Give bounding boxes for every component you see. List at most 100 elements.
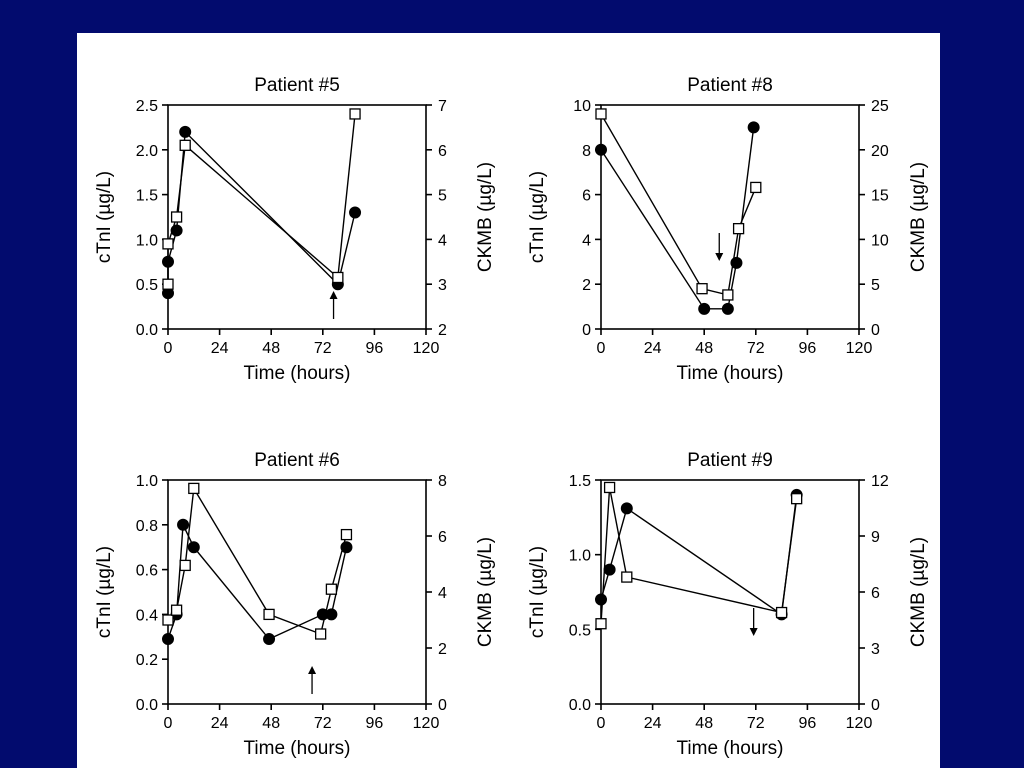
x-tick-label: 72 — [747, 340, 765, 357]
data-point-open — [349, 108, 361, 120]
data-point-open — [314, 628, 327, 640]
data-point-open — [188, 482, 200, 495]
data-point-filled — [595, 143, 607, 156]
y-tick-label: 0.4 — [136, 607, 158, 624]
y-tick-label: 1.0 — [569, 548, 591, 565]
y-axis-label: cTnI (µg/L) — [94, 546, 115, 638]
y-tick-label: 1.5 — [136, 188, 158, 205]
y-tick-label: 6 — [582, 188, 591, 205]
x-tick-label: 24 — [211, 340, 229, 357]
x-tick-label: 0 — [597, 715, 606, 732]
x-tick-label: 72 — [747, 715, 765, 732]
x-tick-label: 96 — [366, 715, 384, 732]
y2-tick-label: 0 — [438, 697, 447, 714]
x-axis-label: Time (hours) — [244, 363, 351, 384]
x-tick-label: 0 — [164, 340, 173, 357]
y-axis-label: cTnI (µg/L) — [527, 546, 548, 638]
x-tick-label: 120 — [413, 715, 440, 732]
y-tick-label: 0.0 — [569, 697, 591, 714]
y2-tick-label: 10 — [871, 232, 889, 249]
y-tick-label: 0.2 — [136, 652, 158, 669]
annotation-arrow — [749, 608, 758, 636]
data-point-open — [696, 283, 708, 295]
data-point-open — [179, 559, 191, 572]
y2-tick-label: 12 — [871, 473, 889, 490]
annotation-arrow — [715, 233, 724, 261]
x-tick-label: 48 — [262, 340, 280, 357]
y-tick-label: 2.0 — [136, 143, 158, 160]
data-point-filled — [603, 563, 616, 576]
y-tick-label: 2 — [582, 277, 591, 294]
y2-tick-label: 9 — [871, 529, 880, 546]
data-point-filled — [721, 302, 734, 315]
x-tick-label: 24 — [644, 340, 662, 357]
x-tick-label: 96 — [799, 715, 817, 732]
x-tick-label: 48 — [695, 715, 713, 732]
y2-axis-label: CKMB (µg/L) — [475, 162, 496, 272]
y2-tick-label: 3 — [871, 641, 880, 658]
x-tick-label: 0 — [164, 715, 173, 732]
y-axis-label: cTnI (µg/L) — [527, 171, 548, 263]
data-point-open — [595, 108, 607, 120]
y2-tick-label: 3 — [438, 277, 447, 294]
y-tick-label: 0.0 — [136, 697, 158, 714]
y-tick-label: 0 — [582, 322, 591, 339]
y-tick-label: 10 — [573, 98, 591, 115]
x-tick-label: 72 — [314, 340, 332, 357]
arrow-head — [715, 253, 724, 261]
plot-frame — [600, 104, 860, 330]
y2-tick-label: 6 — [438, 529, 447, 546]
y2-tick-label: 25 — [871, 98, 889, 115]
x-tick-label: 96 — [366, 340, 384, 357]
y2-axis-label: CKMB (µg/L) — [908, 162, 929, 272]
data-point-open — [162, 614, 174, 626]
x-axis-label: Time (hours) — [244, 738, 351, 759]
y-tick-label: 0.6 — [136, 563, 158, 580]
data-point-filled — [349, 206, 362, 219]
x-tick-label: 48 — [262, 715, 280, 732]
data-point-filled — [698, 302, 711, 315]
series-line-2 — [167, 486, 348, 635]
y2-tick-label: 20 — [871, 143, 889, 160]
y2-tick-label: 6 — [438, 143, 447, 160]
y2-tick-label: 4 — [438, 232, 447, 249]
data-point-open — [722, 289, 734, 301]
y2-tick-label: 6 — [871, 585, 880, 602]
series-line-2 — [167, 113, 356, 285]
data-point-open — [732, 222, 745, 235]
y2-axis-label: CKMB (µg/L) — [908, 537, 929, 647]
data-point-open — [170, 211, 183, 223]
x-tick-label: 24 — [644, 715, 662, 732]
y2-tick-label: 0 — [871, 322, 880, 339]
data-point-open — [603, 481, 616, 494]
x-tick-label: 120 — [846, 715, 873, 732]
y-tick-label: 0.5 — [569, 622, 591, 639]
chart-title: Patient #5 — [254, 75, 340, 96]
data-point-open — [791, 493, 803, 505]
data-point-open — [263, 608, 275, 621]
arrow-head — [329, 291, 338, 299]
data-point-open — [162, 278, 174, 290]
annotation-arrow — [308, 666, 317, 694]
annotation-arrow — [329, 291, 338, 319]
y-tick-label: 1.0 — [136, 473, 158, 490]
y2-tick-label: 7 — [438, 98, 447, 115]
data-point-open — [340, 528, 353, 541]
x-axis-label: Time (hours) — [677, 363, 784, 384]
y-tick-label: 0.5 — [136, 277, 158, 294]
data-point-filled — [747, 121, 760, 134]
x-tick-label: 120 — [413, 340, 440, 357]
y-axis-label: cTnI (µg/L) — [94, 171, 115, 263]
y2-tick-label: 2 — [438, 641, 447, 658]
figure-slide: Patient #5 0 24 48 72 96 120 Time (hours) 0.0 0.5… — [77, 33, 940, 768]
x-tick-label: 0 — [597, 340, 606, 357]
x-tick-label: 24 — [211, 715, 229, 732]
data-point-open — [775, 606, 788, 619]
x-tick-label: 48 — [695, 340, 713, 357]
plot-frame — [600, 479, 860, 705]
arrow-head — [308, 666, 317, 674]
